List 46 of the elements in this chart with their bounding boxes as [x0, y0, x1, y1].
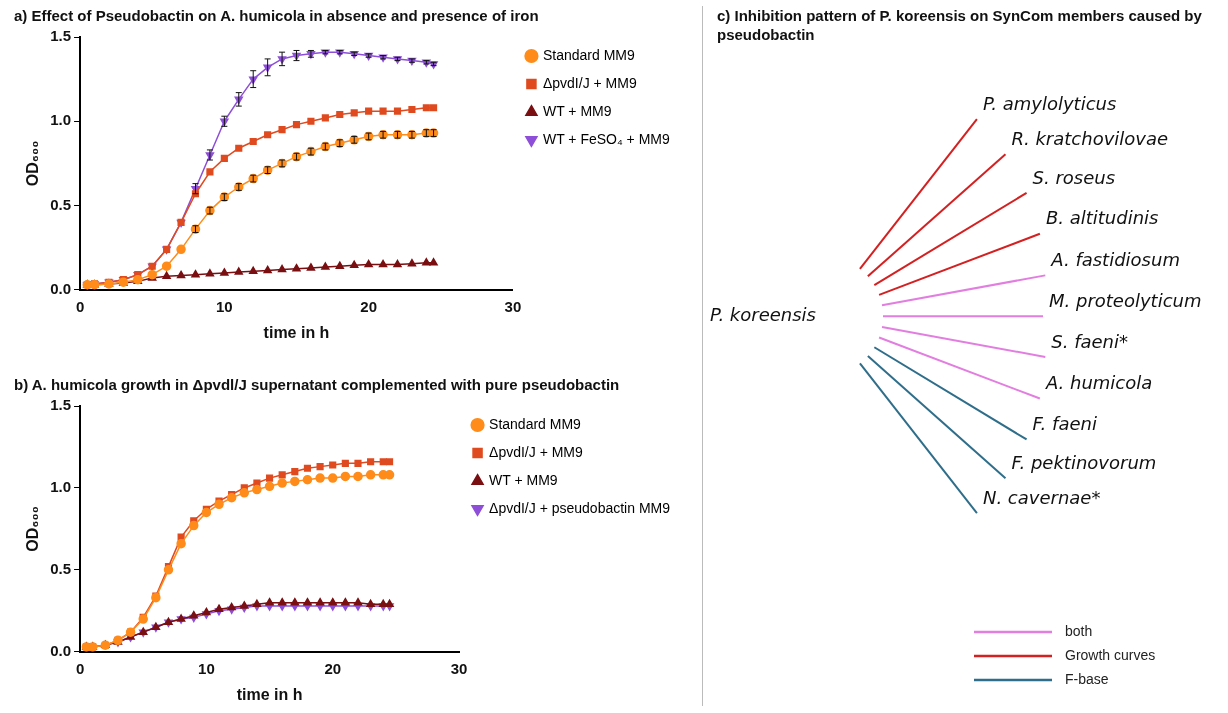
chart-title: a) Effect of Pseudobactin on A. humicola in absence and presence of iron — [13, 6, 540, 25]
legend-label: Standard MM9 — [489, 415, 582, 432]
category-label: A. fastidiosum — [1050, 249, 1180, 271]
x-tick-label: 0 — [75, 297, 85, 315]
x-axis-title: time in h — [263, 323, 330, 341]
y-tick-label: 1.0 — [50, 478, 72, 496]
category-label: S. faeni* — [1051, 330, 1129, 352]
text: c) Inhibition pattern of P. koreensis on SynCom members caused by pseudobactin — [716, 6, 1203, 44]
legend-label: WT + FeSO₄ + MM9 — [542, 130, 670, 147]
text: P. koreensis — [710, 303, 816, 325]
legend-label: WT + MM9 — [489, 471, 558, 488]
category-label: R. kratchovilovae — [1011, 127, 1169, 149]
category-label: N. cavernae* — [982, 486, 1101, 508]
legend-label: ΔpvdI/J + MM9 — [489, 443, 584, 460]
y-tick-label: 1.5 — [50, 396, 72, 414]
y-tick-label: 1.5 — [50, 27, 72, 45]
category-label: F. pektinovorum — [1011, 451, 1157, 473]
y-tick-label: 0.5 — [50, 195, 72, 213]
y-tick-label: 0.5 — [50, 560, 72, 578]
category-label: M. proteolyticum — [1049, 289, 1202, 311]
x-tick-label: 30 — [450, 659, 468, 677]
legend-label: ΔpvdI/J + pseudobactin MM9 — [489, 499, 671, 516]
y-tick-label: 0.0 — [50, 641, 72, 659]
category-label: P. amylolyticus — [982, 92, 1117, 114]
category-label: B. altitudinis — [1045, 207, 1159, 229]
category-label: S. roseus — [1032, 166, 1116, 188]
x-axis-title: time in h — [236, 685, 303, 703]
chart-title: b) A. humicola growth in Δpvdl/J supernatant complemented with pure pseudobactin — [13, 375, 621, 394]
legend-label: ΔpvdI/J + MM9 — [542, 74, 637, 91]
y-axis-title: OD₆₀₀ — [24, 140, 42, 187]
x-tick-label: 10 — [198, 659, 215, 677]
legend-label: WT + MM9 — [542, 102, 612, 119]
y-tick-label: 1.0 — [50, 111, 72, 129]
category-label: A. humicola — [1044, 372, 1153, 394]
text: F-base — [1065, 670, 1109, 687]
x-tick-label: 20 — [324, 659, 342, 677]
y-tick-label: 0.0 — [50, 279, 72, 297]
y-axis-title: OD₆₀₀ — [24, 506, 42, 552]
legend-label: Standard MM9 — [542, 46, 635, 63]
x-tick-label: 0 — [75, 659, 85, 677]
category-label: F. faeni — [1032, 413, 1097, 435]
text: Growth curves — [1065, 646, 1156, 663]
x-tick-label: 20 — [360, 297, 377, 315]
x-tick-label: 10 — [216, 297, 233, 315]
x-tick-label: 30 — [504, 297, 522, 315]
text: both — [1065, 622, 1093, 639]
